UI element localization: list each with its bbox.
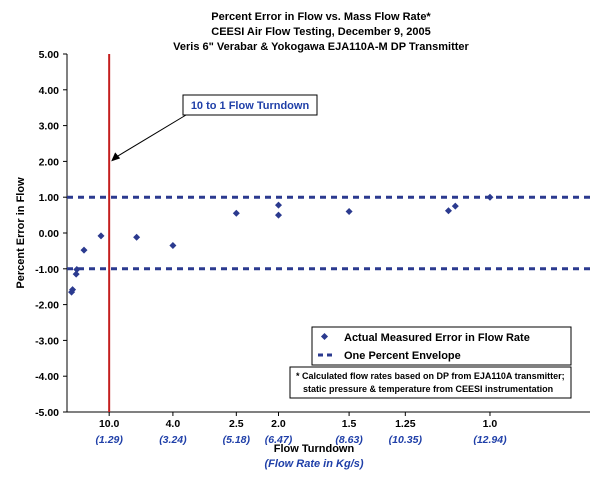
x-tick-sublabel: (1.29) [95,434,123,446]
annotation-label: 10 to 1 Flow Turndown [191,100,310,112]
data-point [275,202,282,209]
x-tick-label: 2.5 [229,418,244,430]
annotation-arrow [117,115,186,156]
data-point [80,247,87,254]
legend: Actual Measured Error in Flow Rate One P… [312,327,571,365]
y-tick-label: -1.00 [35,264,59,276]
data-point [346,208,353,215]
y-tick-label: -3.00 [35,335,59,347]
x-axis-title: Flow Turndown [274,443,355,455]
data-point [233,210,240,217]
data-point [452,203,459,210]
y-tick-label: -2.00 [35,300,59,312]
footnote-line-1: * Calculated flow rates based on DP from… [296,371,565,381]
y-tick-label: -5.00 [35,407,59,419]
x-tick-label: 2.0 [271,418,286,430]
footnote-line-2: static pressure & temperature from CEESI… [303,384,553,394]
x-tick-label: 1.5 [342,418,357,430]
y-tick-label: 2.00 [39,156,60,168]
data-point [133,234,140,241]
data-point [445,207,452,214]
legend-label-measured: Actual Measured Error in Flow Rate [344,332,530,344]
y-tick-label: 3.00 [39,121,60,133]
y-tick-label: 4.00 [39,85,60,97]
data-point [275,212,282,219]
y-tick-label: 1.00 [39,192,60,204]
x-tick-sublabel: (5.18) [223,434,251,446]
legend-label-envelope: One Percent Envelope [344,350,461,362]
y-tick-label: 5.00 [39,49,60,61]
chart-title-line-2: CEESI Air Flow Testing, December 9, 2005 [211,26,430,38]
data-point [169,242,176,249]
data-point [486,194,493,201]
data-point [73,266,80,273]
x-tick-sublabel: (3.24) [159,434,187,446]
data-point [97,232,104,239]
x-tick-sublabel: (12.94) [473,434,507,446]
chart-title: Percent Error in Flow vs. Mass Flow Rate… [173,11,469,53]
x-tick-label: 1.0 [483,418,498,430]
x-tick-label: 4.0 [166,418,181,430]
y-tick-label: 0.00 [39,228,60,240]
x-tick-sublabel: (10.35) [389,434,423,446]
x-tick-label: 1.25 [395,418,416,430]
y-tick-label: -4.00 [35,371,59,383]
y-axis-title: Percent Error in Flow [15,177,27,289]
chart-title-line-3: Veris 6" Verabar & Yokogawa EJA110A-M DP… [173,41,469,53]
x-tick-label: 10.0 [99,418,120,430]
footnote: * Calculated flow rates based on DP from… [290,367,571,398]
annotation: 10 to 1 Flow Turndown [183,95,317,115]
x-axis-subtitle: (Flow Rate in Kg/s) [265,458,364,470]
chart-title-line-1: Percent Error in Flow vs. Mass Flow Rate… [211,11,431,23]
annotation-arrowhead [111,152,120,161]
